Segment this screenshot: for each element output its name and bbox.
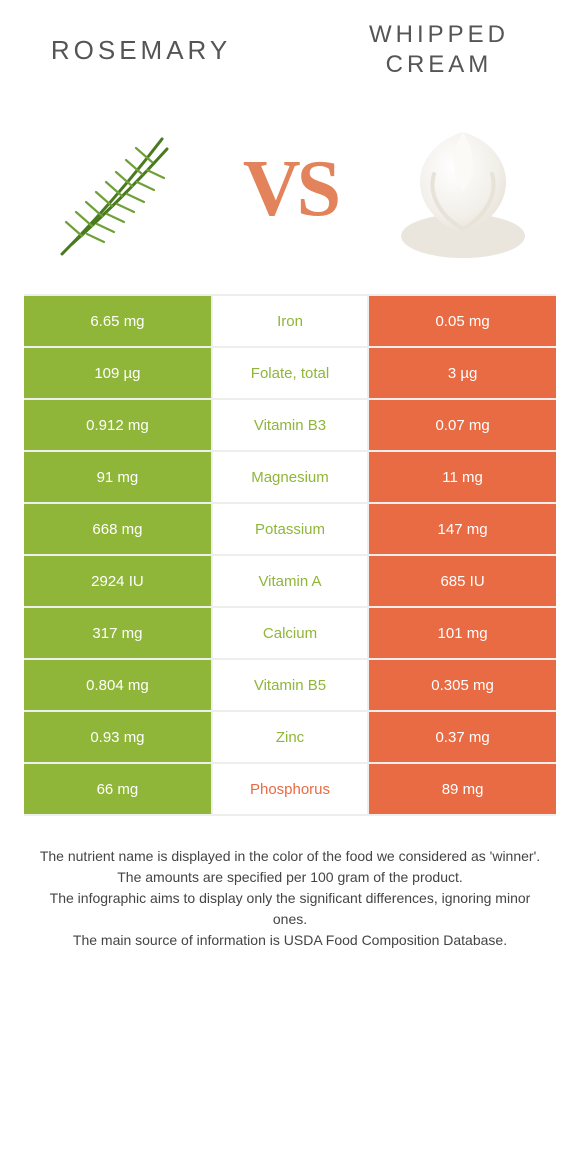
table-row: 66 mgPhosphorus89 mg	[24, 764, 556, 816]
left-value: 6.65 mg	[24, 296, 213, 346]
left-value: 0.804 mg	[24, 660, 213, 710]
nutrient-label: Iron	[213, 296, 367, 346]
left-value: 668 mg	[24, 504, 213, 554]
table-row: 668 mgPotassium147 mg	[24, 504, 556, 556]
left-value: 109 µg	[24, 348, 213, 398]
right-value: 89 mg	[367, 764, 556, 814]
right-value: 685 IU	[367, 556, 556, 606]
nutrient-label: Folate, total	[213, 348, 367, 398]
nutrient-label: Vitamin B5	[213, 660, 367, 710]
footnote-line: The amounts are specified per 100 gram o…	[34, 867, 546, 888]
table-row: 6.65 mgIron0.05 mg	[24, 296, 556, 348]
right-value: 147 mg	[367, 504, 556, 554]
title-right: Whipped cream	[322, 20, 556, 80]
footnote-line: The infographic aims to display only the…	[34, 888, 546, 930]
left-value: 91 mg	[24, 452, 213, 502]
table-row: 2924 IUVitamin A685 IU	[24, 556, 556, 608]
table-row: 109 µgFolate, total3 µg	[24, 348, 556, 400]
nutrient-label: Phosphorus	[213, 764, 367, 814]
nutrient-label: Zinc	[213, 712, 367, 762]
left-value: 0.93 mg	[24, 712, 213, 762]
rosemary-image	[32, 104, 202, 274]
table-row: 317 mgCalcium101 mg	[24, 608, 556, 660]
nutrient-label: Vitamin A	[213, 556, 367, 606]
left-value: 317 mg	[24, 608, 213, 658]
nutrient-label: Potassium	[213, 504, 367, 554]
left-value: 66 mg	[24, 764, 213, 814]
footnote-line: The main source of information is USDA F…	[34, 930, 546, 951]
nutrient-table: 6.65 mgIron0.05 mg109 µgFolate, total3 µ…	[24, 294, 556, 816]
title-left: Rosemary	[24, 34, 258, 67]
table-row: 0.912 mgVitamin B30.07 mg	[24, 400, 556, 452]
right-value: 0.05 mg	[367, 296, 556, 346]
right-value: 11 mg	[367, 452, 556, 502]
table-row: 0.804 mgVitamin B50.305 mg	[24, 660, 556, 712]
left-value: 2924 IU	[24, 556, 213, 606]
title-row: Rosemary Whipped cream	[24, 20, 556, 80]
nutrient-label: Calcium	[213, 608, 367, 658]
nutrient-label: Magnesium	[213, 452, 367, 502]
image-row: VS	[24, 104, 556, 274]
vs-label: VS	[243, 144, 337, 235]
whipped-cream-image	[378, 104, 548, 274]
right-value: 0.305 mg	[367, 660, 556, 710]
table-row: 0.93 mgZinc0.37 mg	[24, 712, 556, 764]
right-value: 3 µg	[367, 348, 556, 398]
left-value: 0.912 mg	[24, 400, 213, 450]
right-value: 0.07 mg	[367, 400, 556, 450]
nutrient-label: Vitamin B3	[213, 400, 367, 450]
footnote-line: The nutrient name is displayed in the co…	[34, 846, 546, 867]
right-value: 0.37 mg	[367, 712, 556, 762]
footnotes: The nutrient name is displayed in the co…	[24, 816, 556, 951]
right-value: 101 mg	[367, 608, 556, 658]
table-row: 91 mgMagnesium11 mg	[24, 452, 556, 504]
